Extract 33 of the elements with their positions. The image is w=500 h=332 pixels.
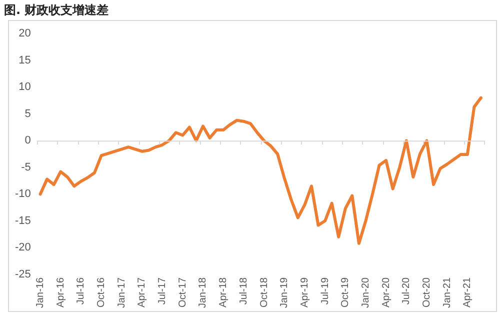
y-tick-label: 15: [18, 54, 31, 66]
x-tick-label: Jan-20: [360, 276, 372, 308]
x-tick-label: Oct-19: [340, 276, 352, 308]
y-tick-label: 0: [24, 134, 31, 147]
x-tick-label: Oct-18: [258, 276, 270, 308]
y-tick-label: -20: [14, 242, 31, 254]
x-tick-label: Oct-17: [177, 276, 188, 308]
x-tick-label: Jul-18: [238, 277, 250, 305]
x-tick-label: Jul-16: [76, 277, 87, 305]
y-tick-label: 20: [18, 28, 31, 40]
x-tick-label: Apr-19: [299, 276, 310, 308]
x-tick-label: Apr-16: [55, 276, 66, 308]
y-tick-label: -10: [14, 188, 31, 200]
x-tick-label: Oct-16: [96, 276, 108, 308]
x-tick-label: Jul-19: [320, 277, 331, 305]
x-tick-label: Apr-17: [136, 276, 148, 308]
x-tick-label: Jul-20: [401, 277, 412, 305]
x-tick-label: Apr-18: [218, 276, 230, 308]
chart-title: 图. 财政收支增速差: [4, 2, 109, 19]
y-tick-label: 10: [18, 81, 31, 94]
x-tick-label: Jul-17: [157, 277, 168, 305]
x-tick-label: Apr-20: [380, 276, 392, 308]
y-tick-label: -25: [14, 268, 31, 280]
x-tick-label: Jan-21: [442, 276, 453, 308]
y-tick-label: -15: [14, 214, 31, 227]
x-tick-label: Jan-19: [279, 276, 290, 308]
y-tick-label: 5: [24, 108, 31, 120]
x-tick-label: Jan-17: [116, 276, 128, 308]
y-tick-label: -5: [21, 161, 31, 174]
x-tick-label: Apr-21: [462, 276, 474, 308]
x-tick-label: Jan-18: [198, 276, 209, 308]
x-tick-label: Oct-20: [421, 276, 432, 308]
x-tick-label: Jan-16: [35, 276, 46, 308]
